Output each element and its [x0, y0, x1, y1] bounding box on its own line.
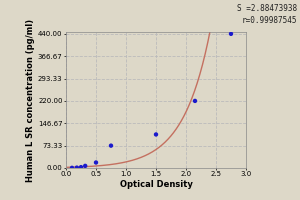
- X-axis label: Optical Density: Optical Density: [120, 180, 192, 189]
- Point: [70, 166, 74, 169]
- Y-axis label: Human L SR concentration (pg/ml): Human L SR concentration (pg/ml): [26, 18, 35, 182]
- Point: [193, 99, 197, 103]
- Point: [94, 161, 98, 164]
- Point: [74, 166, 79, 169]
- Point: [229, 32, 233, 35]
- Point: [83, 164, 88, 167]
- Point: [154, 133, 158, 136]
- Point: [109, 144, 113, 147]
- Point: [79, 166, 83, 169]
- Text: S =2.88473938
r=0.99987545: S =2.88473938 r=0.99987545: [237, 4, 297, 25]
